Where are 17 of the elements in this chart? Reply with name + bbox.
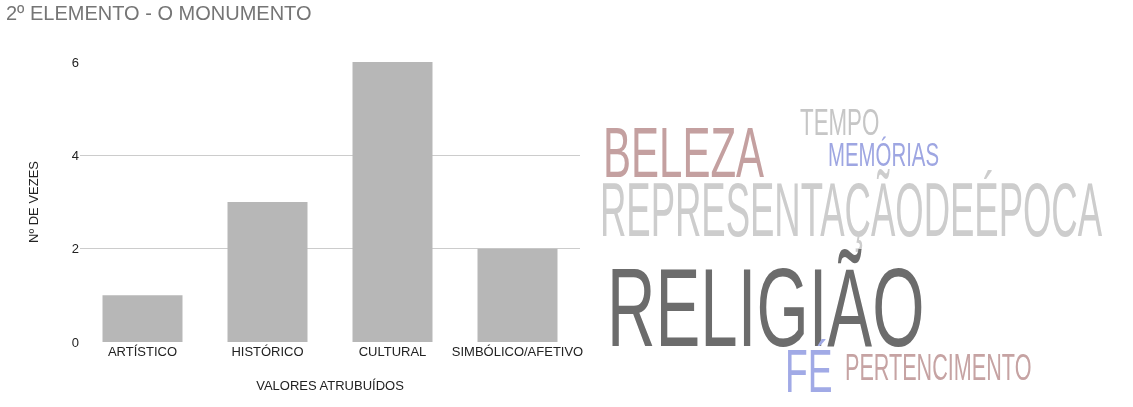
x-tick-label: HISTÓRICO — [231, 344, 304, 359]
text: TEMPO — [800, 102, 880, 143]
bar — [477, 248, 558, 342]
y-tick-label: 6 — [71, 54, 79, 70]
x-tick-label: CULTURAL — [358, 344, 427, 359]
bar — [102, 295, 183, 342]
y-tick-label: 0 — [71, 334, 79, 350]
x-axis-title: VALORES ATRUBUÍDOS — [256, 377, 405, 393]
x-tick-label: SIMBÓLICO/AFETIVO — [451, 344, 584, 359]
text: PERTENCIMENTO — [845, 347, 1032, 388]
chart-title: 2º ELEMENTO - O MONUMENTO — [6, 2, 312, 25]
y-tick-label: 4 — [71, 147, 79, 163]
x-tick-label: ARTÍSTICO — [107, 344, 178, 359]
bar — [227, 202, 308, 342]
bar — [352, 62, 433, 342]
y-tick-label: 2 — [71, 241, 79, 257]
y-axis-title: Nº DE VEZES — [25, 160, 41, 244]
